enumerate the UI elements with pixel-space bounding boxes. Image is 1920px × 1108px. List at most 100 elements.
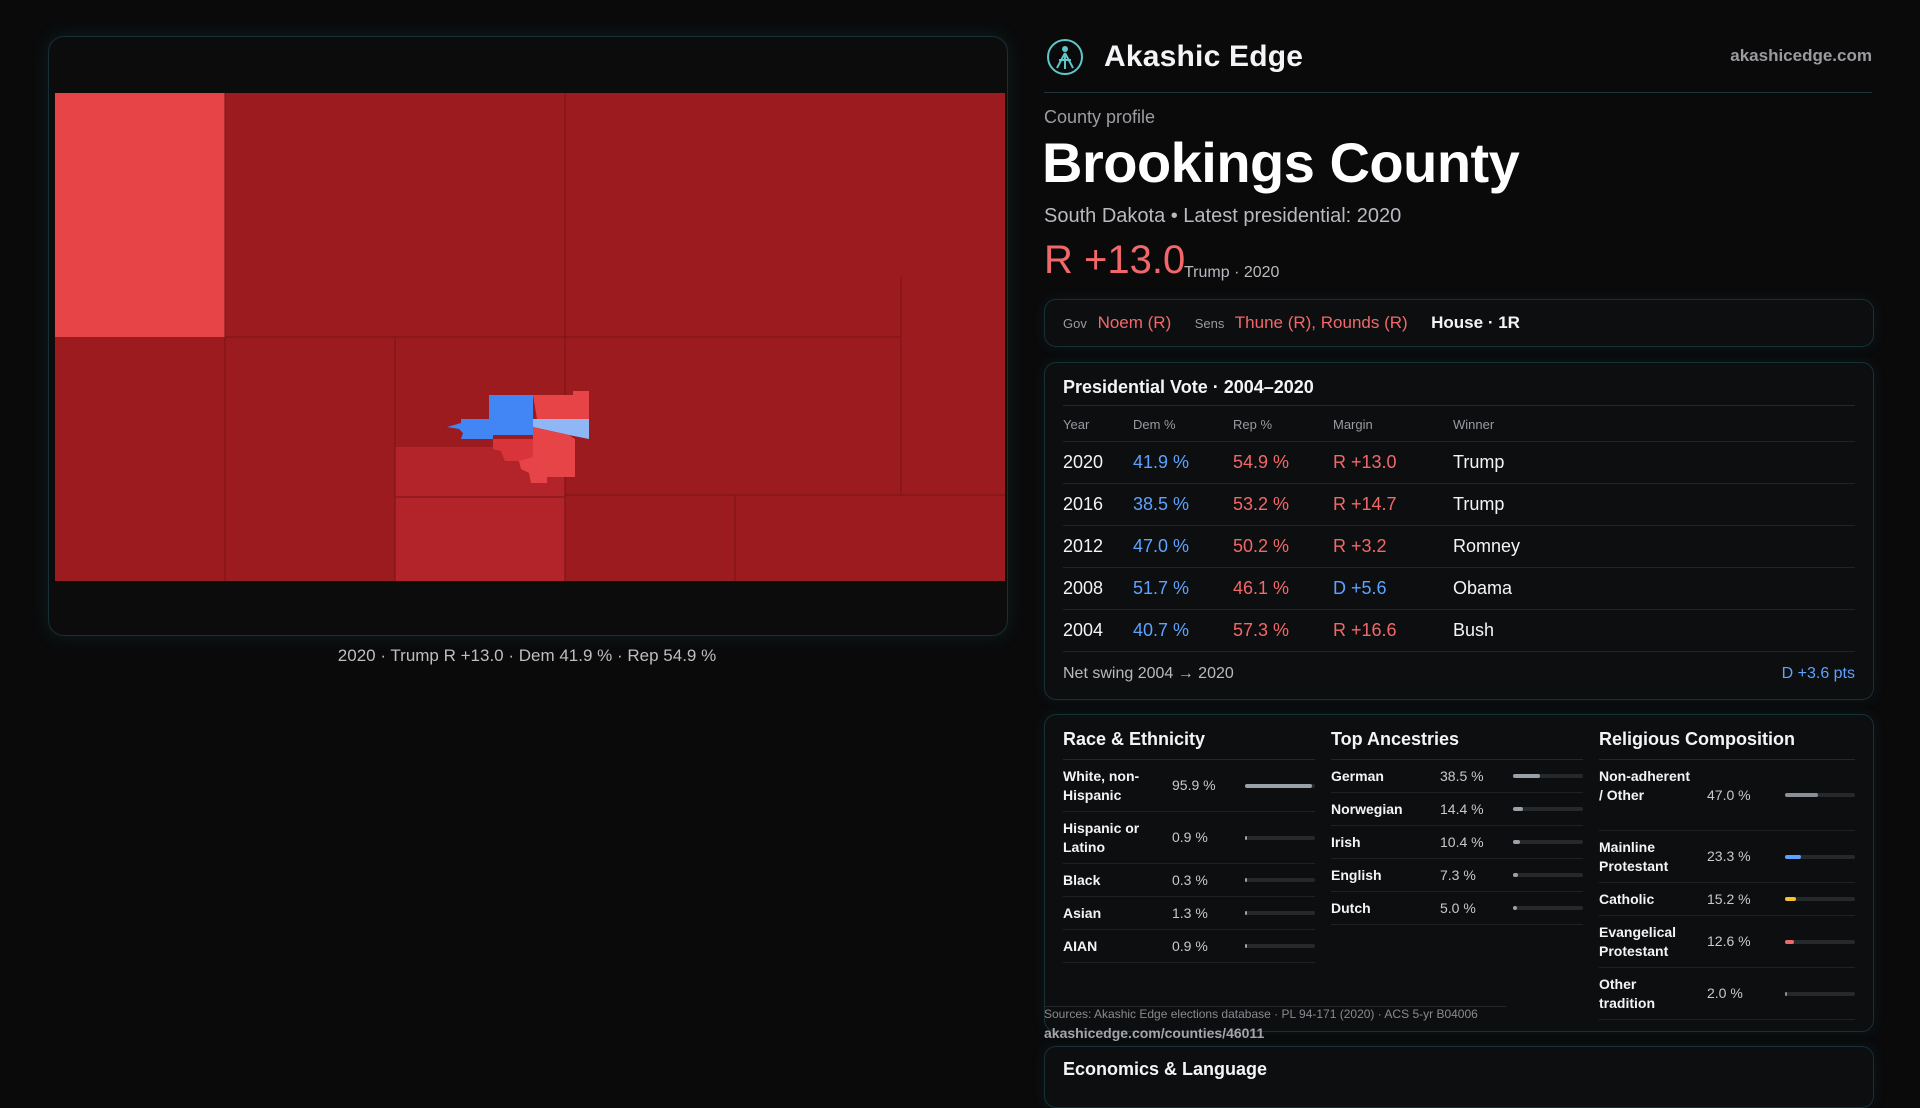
precinct-sse[interactable] [735, 495, 1005, 581]
religion-row[interactable]: Non-adherent / Other 47.0 % [1599, 760, 1855, 831]
page-kicker: County profile [1044, 107, 1156, 127]
religion-row[interactable]: Other tradition 2.0 % [1599, 968, 1855, 1020]
dem-cell: 51.7 % [1133, 567, 1233, 610]
ancestry-row[interactable]: Irish 10.4 % [1331, 826, 1583, 859]
col-dem: Dem % [1133, 407, 1233, 442]
ancestry-name: Dutch [1331, 899, 1371, 916]
ancestry-row[interactable]: English 7.3 % [1331, 859, 1583, 892]
county-map[interactable] [48, 36, 1008, 636]
precinct-map-svg [55, 93, 1005, 581]
dem-cell: 40.7 % [1133, 609, 1233, 652]
rep-cell: 50.2 % [1233, 525, 1333, 568]
ancestry-row[interactable]: Norwegian 14.4 % [1331, 793, 1583, 826]
religion-row[interactable]: Catholic 15.2 % [1599, 883, 1855, 916]
col-margin: Margin [1333, 407, 1453, 442]
race-bar-track [1245, 944, 1315, 948]
religion-row[interactable]: Evangelical Protestant 12.6 % [1599, 916, 1855, 968]
race-name: Hispanic or Latino [1063, 819, 1140, 855]
gov-label: Gov [1063, 316, 1087, 331]
margin-cell: R +14.7 [1333, 483, 1453, 526]
demographics-card: Race & Ethnicity White, non-Hispanic 95.9… [1044, 714, 1874, 1032]
table-row[interactable]: 2016 38.5 % 53.2 % R +14.7 Trump [1063, 483, 1855, 526]
akashic-logo-icon[interactable] [1046, 38, 1084, 76]
margin-cell: R +16.6 [1333, 609, 1453, 652]
ancestry-row[interactable]: Dutch 5.0 % [1331, 892, 1583, 925]
race-percent: 1.3 % [1172, 904, 1208, 921]
precinct-e-center[interactable] [565, 337, 901, 495]
margin-cell: D +5.6 [1333, 567, 1453, 610]
year-cell: 2004 [1063, 609, 1133, 652]
divider [1063, 405, 1855, 406]
religion-name: Other tradition [1599, 975, 1655, 1011]
race-row[interactable]: White, non-Hispanic 95.9 % [1063, 760, 1315, 812]
winner-cell: Trump [1453, 441, 1855, 484]
margin-cell: R +13.0 [1333, 441, 1453, 484]
race-bar-fill [1245, 878, 1247, 882]
race-row[interactable]: AIAN 0.9 % [1063, 930, 1315, 963]
ancestry-name: Norwegian [1331, 800, 1403, 817]
year-cell: 2020 [1063, 441, 1133, 484]
economics-title: Economics & Language [1063, 1059, 1268, 1079]
ancestry-percent: 38.5 % [1440, 767, 1484, 784]
ancestry-percent: 14.4 % [1440, 800, 1484, 817]
rep-cell: 46.1 % [1233, 567, 1333, 610]
precinct-w-center[interactable] [225, 337, 395, 581]
precinct-boundaries [224, 93, 1005, 581]
precinct-nw[interactable] [55, 93, 225, 337]
swing-label: Net swing 2004 → 2020 [1063, 665, 1234, 682]
race-bar-track [1245, 911, 1315, 915]
precinct-w[interactable] [55, 337, 225, 581]
app-header: Akashic Edge akashicedge.com [1044, 36, 1872, 93]
race-name: Asian [1063, 904, 1102, 921]
race-row[interactable]: Asian 1.3 % [1063, 897, 1315, 930]
precinct-se[interactable] [565, 495, 735, 581]
winner-cell: Bush [1453, 609, 1855, 652]
ancestry-column: Top Ancestries German 38.5 % Norwegian 14.4… [1331, 729, 1583, 925]
religion-percent: 23.3 % [1707, 848, 1751, 864]
ancestry-percent: 10.4 % [1440, 833, 1484, 850]
sources-note: Sources: Akashic Edge elections database… [1044, 1006, 1506, 1021]
site-link[interactable]: akashicedge.com [1730, 46, 1872, 65]
dem-cell: 47.0 % [1133, 525, 1233, 568]
page-title: Brookings County [1042, 131, 1520, 194]
religion-title: Religious Composition [1599, 729, 1855, 760]
presidential-title: Presidential Vote · 2004–2020 [1063, 377, 1314, 397]
source-url-link[interactable]: akashicedge.com/counties/46011 [1044, 1025, 1265, 1041]
table-row[interactable]: 2012 47.0 % 50.2 % R +3.2 Romney [1063, 525, 1855, 568]
race-bar-fill [1245, 944, 1247, 948]
senators-value: Thune (R), Rounds (R) [1234, 313, 1408, 332]
ancestry-title: Top Ancestries [1331, 729, 1583, 760]
winner-cell: Romney [1453, 525, 1855, 568]
winner-cell: Obama [1453, 567, 1855, 610]
ancestry-row[interactable]: German 38.5 % [1331, 760, 1583, 793]
religion-row[interactable]: Mainline Protestant 23.3 % [1599, 831, 1855, 883]
race-row[interactable]: Black 0.3 % [1063, 864, 1315, 897]
sens-label: Sens [1194, 316, 1225, 331]
presidential-vote-card: Presidential Vote · 2004–2020 Year Dem %… [1044, 362, 1874, 700]
religion-bar-fill [1785, 854, 1802, 859]
table-row[interactable]: 2008 51.7 % 46.1 % D +5.6 Obama [1063, 567, 1855, 610]
precinct-e[interactable] [901, 277, 1005, 495]
map-caption: 2020 · Trump R +13.0 · Dem 41.9 % · Rep … [337, 646, 717, 665]
latest-margin: R +13.0 [1044, 238, 1186, 282]
table-row[interactable]: 2004 40.7 % 57.3 % R +16.6 Bush [1063, 609, 1855, 652]
religion-percent: 2.0 % [1707, 985, 1743, 1001]
ancestry-name: English [1331, 866, 1382, 883]
race-bar-fill [1245, 911, 1247, 915]
col-winner: Winner [1453, 407, 1855, 442]
ancestry-bar-track [1513, 774, 1583, 778]
city-precincts[interactable] [447, 391, 589, 483]
religion-bar-track [1785, 939, 1855, 944]
religion-bar-fill [1785, 939, 1794, 944]
brand-name[interactable]: Akashic Edge [1104, 40, 1304, 73]
religion-bar-track [1785, 854, 1855, 859]
precinct-n-center[interactable] [225, 93, 565, 337]
governor-value: Noem (R) [1097, 313, 1172, 332]
race-row[interactable]: Hispanic or Latino 0.9 % [1063, 812, 1315, 864]
ancestry-bar-fill [1513, 774, 1540, 778]
ancestry-bar-track [1513, 906, 1583, 910]
ancestry-bar-fill [1513, 873, 1519, 877]
dem-cell: 38.5 % [1133, 483, 1233, 526]
religion-bar-fill [1785, 991, 1787, 996]
table-row[interactable]: 2020 41.9 % 54.9 % R +13.0 Trump [1063, 441, 1855, 484]
